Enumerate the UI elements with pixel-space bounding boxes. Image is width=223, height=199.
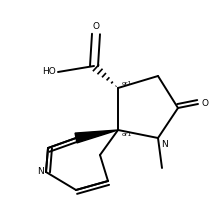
Text: N: N [161, 140, 168, 149]
Text: N: N [37, 168, 44, 177]
Text: O: O [201, 100, 208, 108]
Text: HO: HO [42, 67, 56, 76]
Text: or1: or1 [122, 81, 132, 86]
Polygon shape [75, 130, 118, 143]
Text: or1: or1 [122, 132, 132, 137]
Text: O: O [93, 22, 99, 31]
